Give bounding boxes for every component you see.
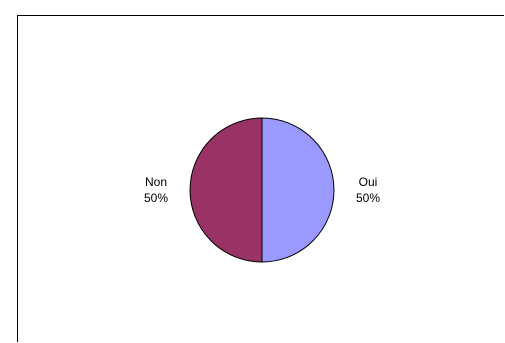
slice-percent-non: 50% — [144, 191, 168, 205]
pie-slice-oui — [261, 117, 335, 263]
slice-percent-oui: 50% — [356, 191, 380, 205]
pie-slices — [189, 117, 335, 263]
slice-label-non: Non — [145, 175, 167, 189]
pie-labels: Oui 50% Non 50% — [144, 175, 380, 205]
pie-slice-non — [189, 117, 263, 263]
slice-label-oui: Oui — [359, 175, 378, 189]
